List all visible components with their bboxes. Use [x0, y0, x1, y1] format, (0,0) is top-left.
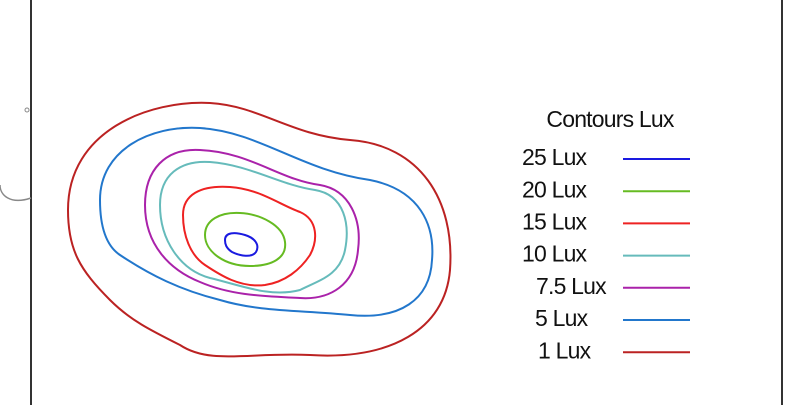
- contour: [143, 148, 360, 300]
- contour: [181, 185, 317, 287]
- legend-label: 15 Lux: [522, 208, 588, 234]
- legend-label: 10 Lux: [522, 241, 588, 267]
- legend-label: 20 Lux: [522, 176, 588, 202]
- legend-title: Contours Lux: [546, 106, 674, 132]
- contours: [66, 101, 452, 358]
- contour: [203, 211, 287, 268]
- legend-label: 5 Lux: [535, 305, 589, 331]
- side-arc: [0, 184, 32, 202]
- legend-label: 1 Lux: [538, 337, 592, 363]
- legend-label: 25 Lux: [522, 144, 588, 170]
- side-dot: [24, 107, 30, 113]
- legend-label: 7.5 Lux: [536, 273, 607, 299]
- contour: [223, 232, 259, 257]
- contour: [66, 101, 452, 358]
- contour: [158, 160, 348, 294]
- legend: 25 Lux 20 Lux 15 Lux 10 Lux 7.5 Lux 5 Lux 1 Lu…: [522, 144, 690, 363]
- contour: [98, 126, 434, 317]
